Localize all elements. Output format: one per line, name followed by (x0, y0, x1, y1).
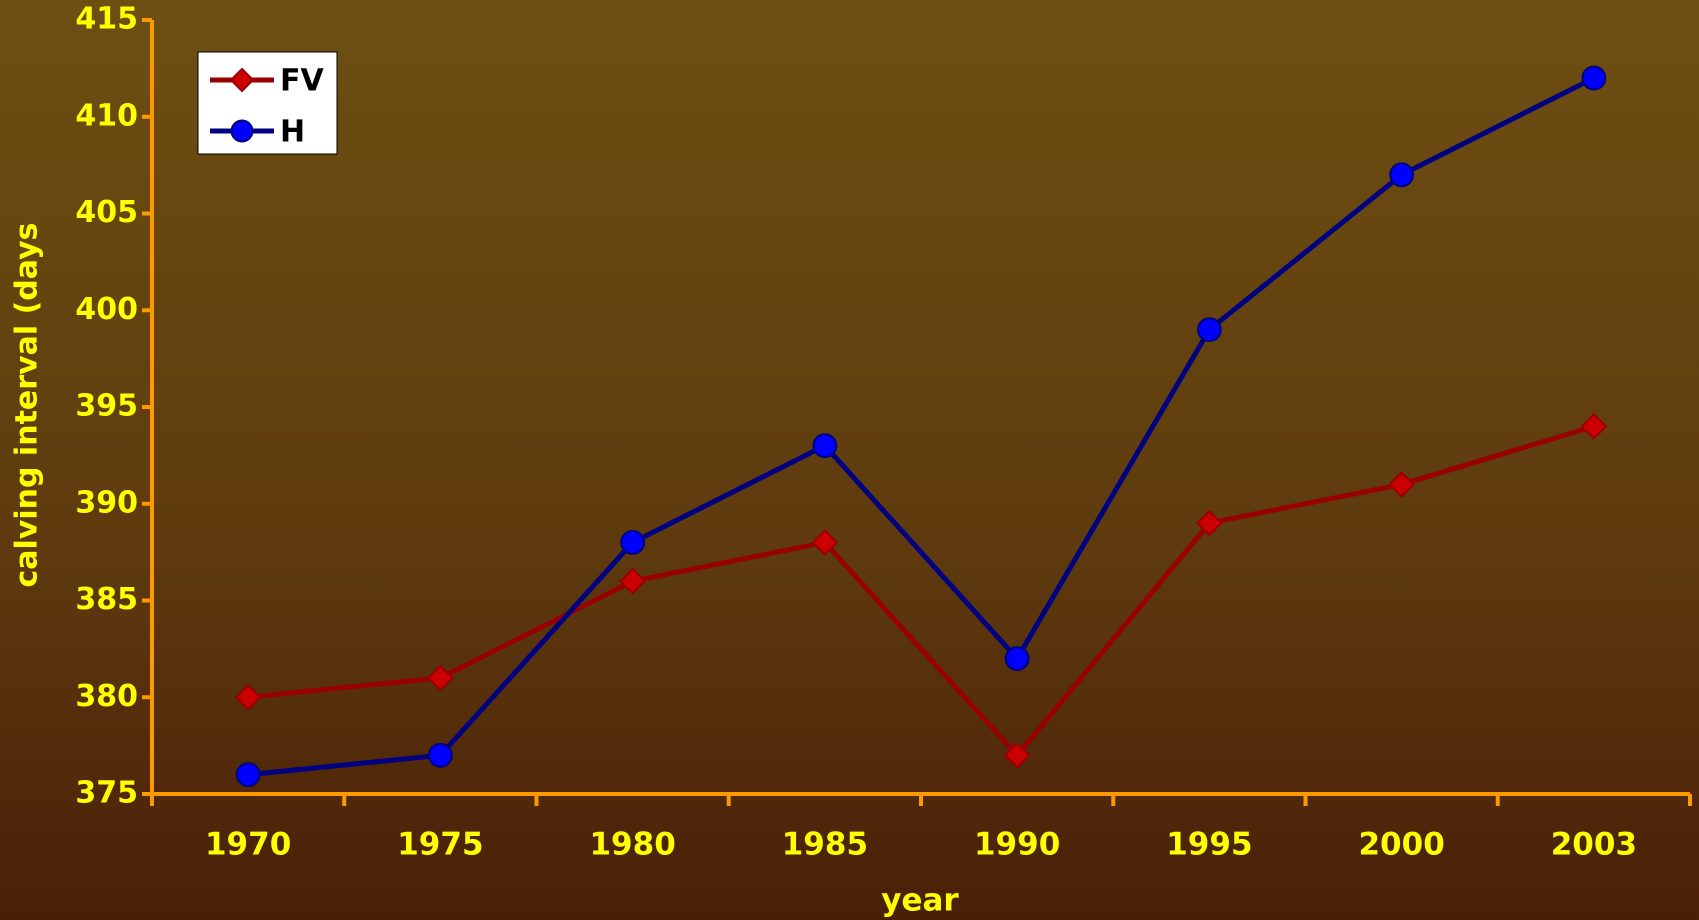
data-point (1581, 65, 1607, 91)
y-tick-label: 415 (75, 2, 138, 37)
x-tick-label: 1985 (782, 827, 868, 863)
data-point (1003, 741, 1031, 769)
x-tick-label: 2000 (1358, 827, 1444, 863)
y-tick-label: 400 (75, 292, 138, 327)
data-point (234, 683, 262, 711)
x-tick-label: 1970 (205, 827, 291, 863)
data-point (235, 762, 261, 788)
series-line (247, 75, 1596, 778)
y-tick-label: 410 (75, 98, 138, 133)
data-point (1389, 162, 1415, 188)
data-point (1004, 646, 1030, 671)
legend-marker (230, 119, 254, 143)
y-axis-label: calving interval (days (10, 223, 45, 588)
data-point (1195, 509, 1223, 537)
legend-box (197, 51, 338, 155)
data-point (619, 567, 647, 595)
y-tick-label: 385 (75, 582, 138, 617)
legend-marker (229, 67, 255, 93)
data-point (811, 529, 839, 556)
data-point (427, 742, 453, 768)
x-tick-label: 2003 (1551, 827, 1637, 863)
x-tick-label: 1980 (589, 827, 675, 863)
y-tick-label: 395 (75, 389, 138, 424)
data-point (812, 433, 838, 459)
legend-label: H (280, 115, 305, 150)
y-tick-label: 390 (75, 485, 138, 520)
y-tick-label: 375 (75, 776, 138, 811)
x-tick-label: 1975 (397, 827, 483, 863)
legend-label: FV (280, 64, 324, 99)
data-point (1580, 412, 1608, 440)
data-point (1196, 317, 1222, 343)
y-tick-label: 405 (75, 195, 138, 230)
data-point (1388, 470, 1416, 498)
x-axis-label: year (881, 883, 959, 919)
series-line (247, 423, 1595, 760)
x-tick-label: 1990 (974, 827, 1060, 863)
x-tick-label: 1995 (1166, 827, 1252, 863)
y-tick-label: 380 (75, 679, 138, 714)
data-point (426, 664, 454, 692)
data-point (620, 530, 646, 555)
